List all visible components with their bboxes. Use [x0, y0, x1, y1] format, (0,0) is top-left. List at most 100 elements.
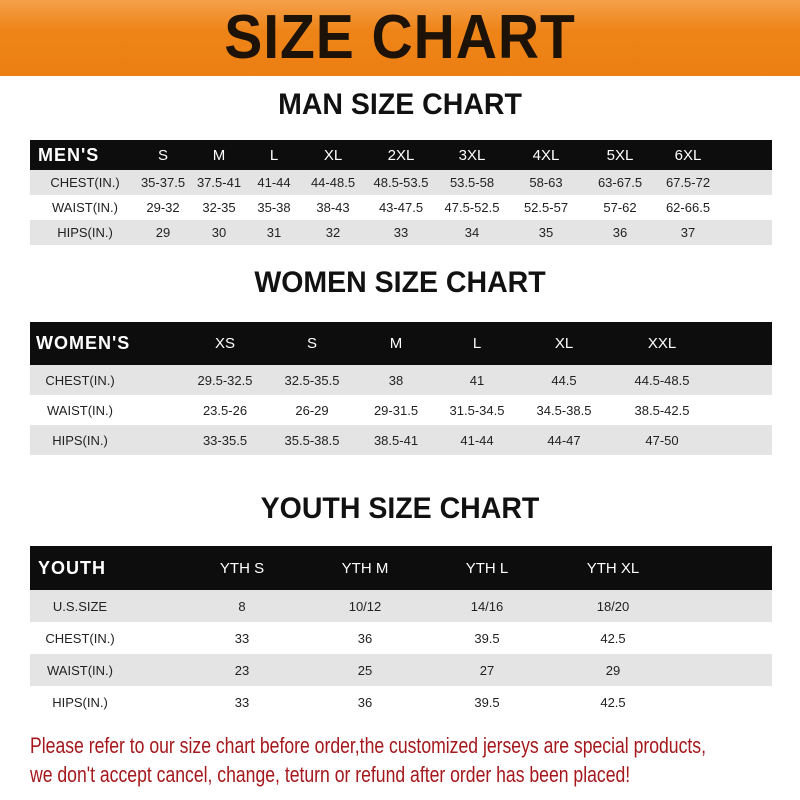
table-row: CHEST(IN.) 33 36 39.5 42.5	[30, 622, 772, 654]
row-label: U.S.SIZE	[52, 598, 108, 614]
table-cell: 44.5-48.5	[634, 372, 690, 388]
table-cell: 10/12	[348, 598, 382, 614]
table-cell: 57-62	[603, 200, 637, 215]
table-cell: 37.5-41	[196, 175, 242, 190]
column-header: 6XL	[674, 146, 702, 164]
row-label: WAIST(IN.)	[52, 200, 118, 215]
table-cell: 38	[388, 372, 404, 388]
table-cell: 63-67.5	[597, 175, 643, 190]
table-cell: 29-32	[146, 200, 180, 215]
column-header: YTH S	[219, 559, 265, 577]
table-row: WAIST(IN.) 23.5-26 26-29 29-31.5 31.5-34.5 34…	[30, 395, 772, 425]
table-cell: 35-38	[257, 200, 291, 215]
table-cell: 33	[234, 694, 250, 710]
column-header: XXL	[647, 335, 677, 352]
table-row: HIPS(IN.) 33-35.5 35.5-38.5 38.5-41 41-44 44-…	[30, 425, 772, 455]
table-cell: 29.5-32.5	[197, 372, 253, 388]
column-header: 3XL	[458, 146, 486, 164]
table-cell: 36	[357, 630, 373, 646]
table-cell: 23.5-26	[202, 402, 248, 418]
table-row: WAIST(IN.) 29-32 32-35 35-38 38-43 43-47.5 47.…	[30, 195, 772, 220]
table-header-row: MEN'S S M L XL 2XL 3XL 4XL 5XL 6XL	[30, 140, 772, 170]
table-cell: 44.5	[551, 372, 577, 388]
table-cell: 39.5	[474, 694, 500, 710]
column-header: XL	[554, 335, 574, 352]
youth-section-title: YOUTH SIZE CHART	[260, 492, 540, 525]
table-cell: 52.5-57	[523, 200, 569, 215]
column-header: 5XL	[606, 146, 634, 164]
table-row: U.S.SIZE 8 10/12 14/16 18/20	[30, 590, 772, 622]
table-row: WAIST(IN.) 23 25 27 29	[30, 654, 772, 686]
banner: SIZE CHART	[0, 0, 800, 76]
table-cell: 42.5	[600, 694, 626, 710]
table-cell: 8	[238, 598, 246, 614]
table-cell: 29	[605, 662, 621, 678]
table-cell: 31.5-34.5	[449, 402, 505, 418]
table-cell: 34	[464, 225, 480, 240]
table-cell: 47.5-52.5	[444, 200, 500, 215]
table-cell: 14/16	[470, 598, 504, 614]
row-label: CHEST(IN.)	[45, 630, 115, 646]
column-header: XS	[214, 335, 236, 352]
table-cell: 18/20	[596, 598, 630, 614]
table-cell: 38.5-41	[373, 432, 419, 448]
column-header: M	[389, 335, 403, 352]
table-cell: 41-44	[257, 175, 291, 190]
table-cell: 33	[234, 630, 250, 646]
column-header: S	[306, 335, 318, 352]
table-cell: 36	[612, 225, 628, 240]
table-cell: 29-31.5	[373, 402, 419, 418]
column-header: YTH M	[341, 559, 389, 577]
row-label: WAIST(IN.)	[47, 402, 113, 418]
table-title-cell: YOUTH	[38, 557, 106, 578]
table-cell: 39.5	[474, 630, 500, 646]
row-label: CHEST(IN.)	[45, 372, 115, 388]
table-cell: 33	[393, 225, 409, 240]
table-cell: 35	[538, 225, 554, 240]
row-label: WAIST(IN.)	[47, 662, 113, 678]
table-header-row: YOUTH YTH S YTH M YTH L YTH XL	[30, 546, 772, 590]
table-cell: 44-48.5	[310, 175, 356, 190]
table-cell: 23	[234, 662, 250, 678]
table-cell: 38-43	[316, 200, 350, 215]
row-label: HIPS(IN.)	[57, 225, 113, 240]
row-label: HIPS(IN.)	[52, 694, 108, 710]
table-row: CHEST(IN.) 35-37.5 37.5-41 41-44 44-48.5 48.5…	[30, 170, 772, 195]
column-header: 4XL	[532, 146, 560, 164]
table-cell: 25	[357, 662, 373, 678]
table-title-cell: WOMEN'S	[36, 333, 131, 353]
column-header: M	[212, 146, 226, 164]
table-cell: 48.5-53.5	[373, 175, 429, 190]
table-cell: 41-44	[460, 432, 494, 448]
table-cell: 38.5-42.5	[634, 402, 690, 418]
table-cell: 35.5-38.5	[284, 432, 340, 448]
table-row: CHEST(IN.) 29.5-32.5 32.5-35.5 38 41 44.5 44.5…	[30, 365, 772, 395]
table-header-row: WOMEN'S XS S M L XL XXL	[30, 322, 772, 365]
table-cell: 41	[469, 372, 485, 388]
table-cell: 67.5-72	[665, 175, 711, 190]
table-cell: 42.5	[600, 630, 626, 646]
table-cell: 34.5-38.5	[536, 402, 592, 418]
women-section-title: WOMEN SIZE CHART	[254, 266, 546, 299]
table-cell: 35-37.5	[140, 175, 186, 190]
column-header: L	[269, 146, 279, 164]
table-cell: 33-35.5	[202, 432, 248, 448]
column-header: S	[157, 146, 169, 164]
table-cell: 58-63	[529, 175, 563, 190]
men-section-title: MAN SIZE CHART	[278, 88, 522, 121]
column-header: L	[472, 335, 482, 352]
column-header: 2XL	[387, 146, 415, 164]
table-cell: 44-47	[547, 432, 581, 448]
table-row: HIPS(IN.) 33 36 39.5 42.5	[30, 686, 772, 718]
column-header: YTH XL	[586, 559, 640, 577]
table-cell: 27	[479, 662, 495, 678]
page-title: SIZE CHART	[224, 3, 576, 72]
row-label: CHEST(IN.)	[50, 175, 120, 190]
table-cell: 47-50	[645, 432, 679, 448]
table-cell: 53.5-58	[449, 175, 495, 190]
table-cell: 62-66.5	[665, 200, 711, 215]
table-cell: 32-35	[202, 200, 236, 215]
note-line-1: Please refer to our size chart before or…	[30, 733, 706, 758]
table-cell: 32.5-35.5	[284, 372, 340, 388]
table-cell: 26-29	[295, 402, 329, 418]
